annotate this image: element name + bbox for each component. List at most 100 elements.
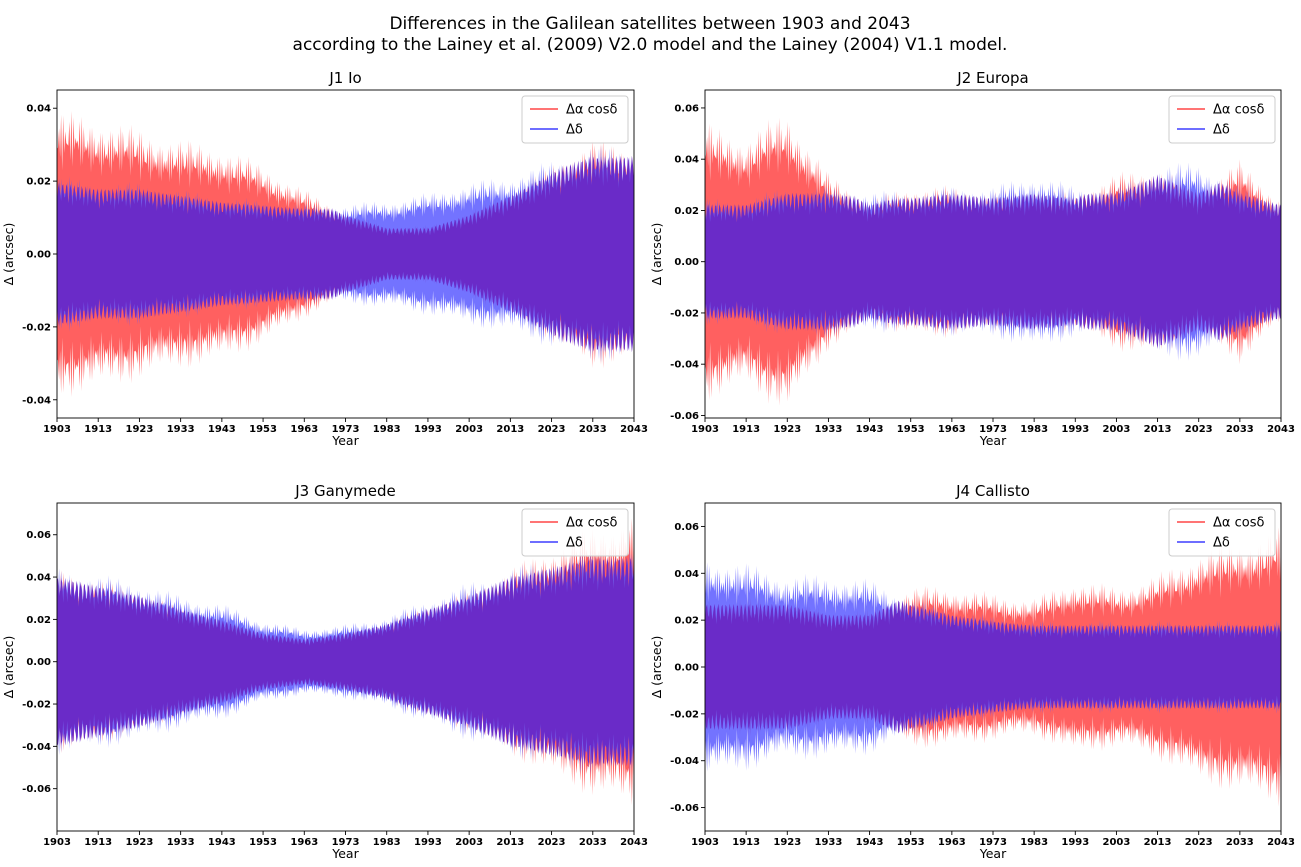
series-overlap-band [57,557,634,767]
panel-title: J2 Europa [956,69,1028,87]
legend: Δα cosδ Δδ [1168,508,1276,557]
x-tick-label: 1983 [373,837,401,848]
y-tick-label: -0.06 [670,411,699,422]
y-tick-label: 0.06 [26,530,51,541]
legend-box [1168,508,1276,557]
x-tick-label: 1963 [290,837,318,848]
legend: Δα cosδ Δδ [521,508,629,557]
y-tick-label: -0.02 [22,700,51,711]
x-tick-label: 2003 [1103,837,1131,848]
y-tick-label: 0.00 [26,657,51,668]
x-tick-label: 2013 [1144,837,1172,848]
x-tick-label: 1993 [1061,837,1089,848]
x-tick-label: 1953 [897,424,925,435]
x-tick-label: 2023 [538,424,566,435]
legend-label-dec: Δδ [1213,536,1230,551]
series-overlap-band [705,174,1281,349]
x-axis-label: Year [979,433,1007,448]
x-axis-label: Year [331,846,359,861]
x-tick-label: 2023 [1185,424,1213,435]
x-tick-label: 2043 [1267,424,1295,435]
plot-area [705,117,1281,406]
legend-box [1168,95,1276,144]
y-tick-label: -0.04 [670,360,699,371]
legend-label-dec: Δδ [566,123,583,138]
x-tick-label: 2013 [496,837,524,848]
y-tick-label: -0.04 [22,742,51,753]
x-tick-label: 1933 [815,424,843,435]
panel-title: J3 Ganymede [294,482,396,500]
y-tick-label: -0.04 [22,395,51,406]
x-tick-label: 1923 [126,837,154,848]
x-tick-label: 2043 [1267,837,1295,848]
x-tick-label: 1903 [691,837,719,848]
x-tick-label: 2023 [538,837,566,848]
x-tick-label: 2013 [1144,424,1172,435]
panel-title: J1 Io [328,69,361,87]
y-tick-label: -0.02 [670,308,699,319]
y-tick-label: 0.02 [674,206,699,217]
x-tick-label: 1963 [290,424,318,435]
x-tick-label: 1963 [938,837,966,848]
panel-3: J3 Ganymede 1903 1913 1923 1933 1943 1953 1963 1… [1,482,648,861]
x-tick-label: 1953 [897,837,925,848]
plot-area [57,111,634,397]
x-tick-label: 1923 [126,424,154,435]
x-tick-label: 2043 [620,837,648,848]
y-tick-label: 0.06 [674,522,699,533]
y-tick-label: 0.02 [26,615,51,626]
y-tick-label: 0.04 [674,569,699,580]
x-tick-label: 2033 [579,424,607,435]
x-tick-label: 1973 [332,424,360,435]
legend-label-dec: Δδ [566,536,583,551]
legend-label-ra: Δα cosδ [1213,516,1264,531]
x-tick-label: 1923 [773,837,801,848]
panel-4: J4 Callisto 1903 1913 1923 1933 1943 1953 1963 1… [649,482,1295,861]
y-tick-label: 0.04 [26,573,51,584]
x-tick-label: 1973 [979,837,1007,848]
x-tick-label: 2033 [1226,424,1254,435]
legend: Δα cosδ Δδ [521,95,629,144]
y-tick-label: 0.00 [674,257,699,268]
panel-2: J2 Europa 1903 1913 1923 1933 1943 1953 1963 197… [649,69,1295,448]
y-tick-label: 0.04 [26,104,51,115]
x-tick-label: 2003 [455,424,483,435]
y-axis-label: Δ (arcsec) [649,636,664,699]
x-tick-label: 1953 [249,837,277,848]
y-axis-label: Δ (arcsec) [1,636,16,699]
panel-title: J4 Callisto [955,482,1030,500]
plot-area [705,527,1281,807]
x-axis-label: Year [979,846,1007,861]
figure-title-line2: according to the Lainey et al. (2009) V2… [293,35,1008,55]
y-tick-label: 0.06 [674,103,699,114]
x-tick-label: 1903 [43,837,71,848]
x-tick-label: 1933 [815,837,843,848]
x-tick-label: 1913 [84,837,112,848]
x-tick-label: 1973 [332,837,360,848]
x-tick-label: 1953 [249,424,277,435]
y-tick-label: -0.04 [670,756,699,767]
x-tick-label: 1903 [691,424,719,435]
x-axis-label: Year [331,433,359,448]
figure-title-line1: Differences in the Galilean satellites b… [389,14,910,34]
legend-label-ra: Δα cosδ [566,516,617,531]
x-tick-label: 1983 [1020,424,1048,435]
legend-label-ra: Δα cosδ [566,103,617,118]
x-tick-label: 2013 [496,424,524,435]
y-tick-label: -0.06 [670,803,699,814]
series-overlap-band [705,600,1281,734]
x-tick-label: 1943 [208,837,236,848]
y-axis-label: Δ (arcsec) [649,223,664,286]
y-tick-label: 0.04 [674,155,699,166]
x-tick-label: 1933 [167,837,195,848]
x-tick-label: 1983 [373,424,401,435]
x-tick-label: 2003 [455,837,483,848]
x-tick-label: 1913 [84,424,112,435]
y-tick-label: -0.06 [22,784,51,795]
x-tick-label: 1913 [732,424,760,435]
x-tick-label: 2043 [620,424,648,435]
x-tick-label: 1923 [773,424,801,435]
x-tick-label: 1993 [414,837,442,848]
x-tick-label: 2023 [1185,837,1213,848]
y-tick-label: -0.02 [22,322,51,333]
